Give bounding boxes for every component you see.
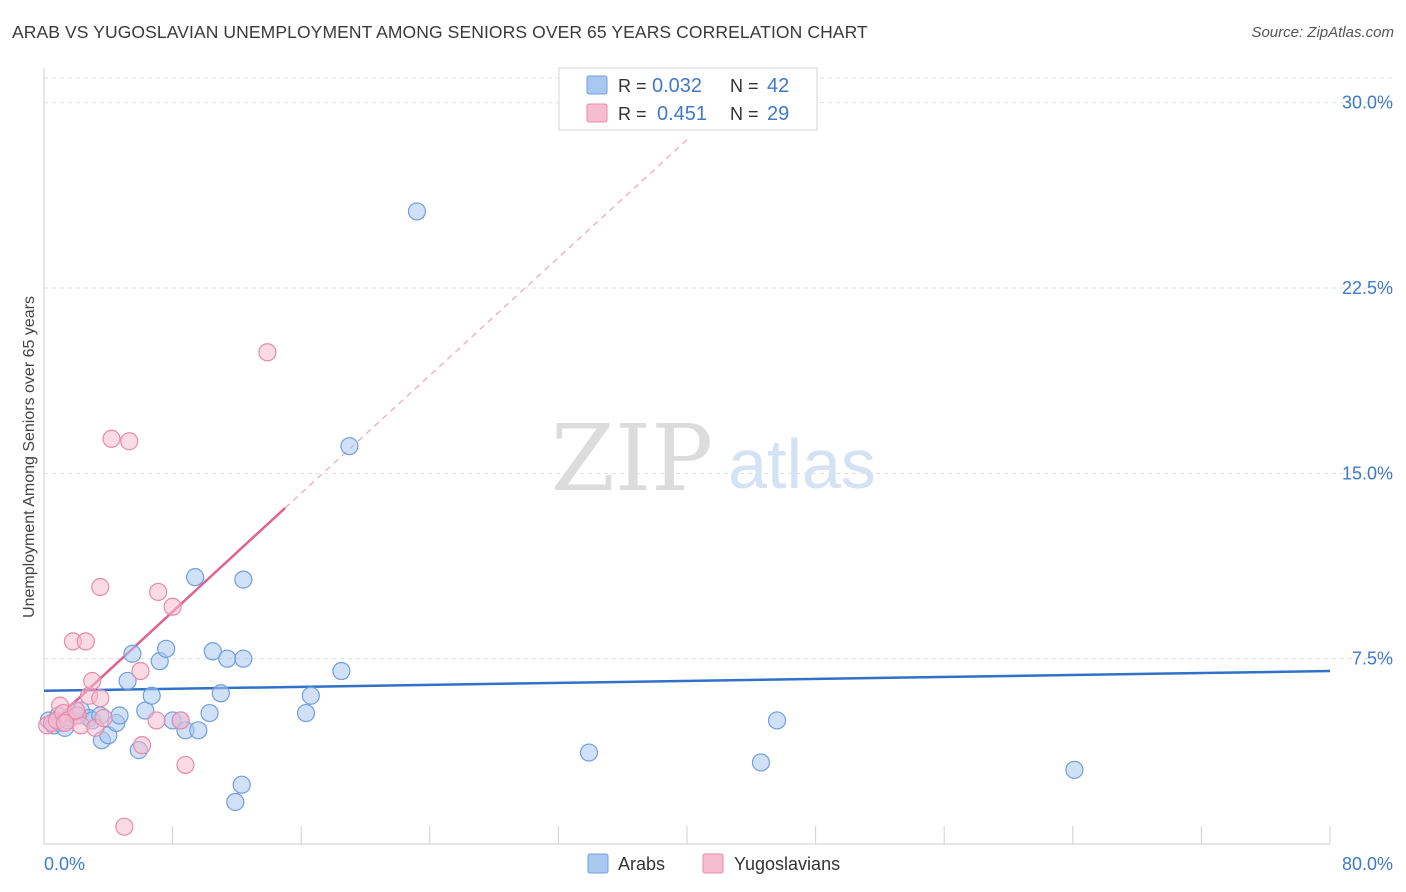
arab-point xyxy=(1065,760,1084,779)
yugo-point xyxy=(67,701,86,720)
yugo-point xyxy=(83,671,102,691)
arab-point xyxy=(203,642,222,661)
bottom-legend: Arabs Yugoslavians xyxy=(587,853,840,874)
yugo-point xyxy=(163,597,182,616)
legend-arabs-r-value: 0.032 xyxy=(652,75,702,97)
yugo-point xyxy=(132,736,152,755)
yugo-point xyxy=(76,632,95,651)
chart-title: ARAB VS YUGOSLAVIAN UNEMPLOYMENT AMONG S… xyxy=(12,22,868,42)
legend-arabs-n-label: N = xyxy=(730,76,759,96)
legend-yugo-swatch xyxy=(586,103,608,123)
arab-point xyxy=(301,686,320,705)
arab-point xyxy=(579,743,599,762)
arab-point xyxy=(200,703,219,723)
watermark-zip: ZIP xyxy=(551,405,713,512)
arab-point xyxy=(186,568,205,587)
arab-point xyxy=(118,671,137,691)
legend-yugo-n-label: N = xyxy=(730,104,759,124)
watermark-atlas: atlas xyxy=(728,425,876,503)
yugo-point xyxy=(149,582,168,602)
arab-point xyxy=(142,686,161,705)
x-tick-label-min: 0.0% xyxy=(44,854,85,874)
bottom-legend-yugo-label: Yugoslavians xyxy=(734,854,840,874)
yugo-point xyxy=(147,711,166,730)
arab-point xyxy=(340,437,359,456)
yugo-point xyxy=(258,343,277,362)
legend-box: R = 0.032 N = 42 R = 0.451 N = 29 xyxy=(558,67,818,131)
x-tick-label-max: 80.0% xyxy=(1342,854,1393,874)
arab-point xyxy=(332,661,351,681)
y-tick-label: 30.0% xyxy=(1342,93,1393,113)
yugo-point xyxy=(131,661,150,681)
legend-arabs-n-value: 42 xyxy=(767,75,789,97)
arab-point xyxy=(751,753,771,772)
watermark: ZIP atlas xyxy=(551,405,876,512)
bottom-legend-arabs-swatch xyxy=(587,853,609,874)
arab-point xyxy=(218,649,237,668)
arab-point xyxy=(234,649,253,668)
bottom-legend-arabs-label: Arabs xyxy=(618,854,665,874)
arab-point xyxy=(232,775,251,794)
arab-point xyxy=(110,706,129,725)
arab-point xyxy=(226,792,245,812)
yugo-point xyxy=(171,711,190,730)
y-tick-label: 22.5% xyxy=(1342,278,1393,298)
yugo-point xyxy=(91,577,110,597)
legend-arabs-r-label: R = xyxy=(618,76,647,96)
yugo-point xyxy=(102,429,121,448)
yugo-point xyxy=(91,689,110,708)
arab-point xyxy=(123,644,142,663)
legend-yugo-r-value: 0.451 xyxy=(657,103,707,125)
y-tick-label: 15.0% xyxy=(1342,463,1393,483)
arab-point xyxy=(189,721,208,740)
bottom-legend-yugo-swatch xyxy=(702,853,724,874)
arab-point xyxy=(296,703,316,723)
y-axis-label: Unemployment Among Seniors over 65 years xyxy=(21,296,38,618)
y-tick-label: 7.5% xyxy=(1352,649,1393,669)
legend-yugo-r-label: R = xyxy=(618,104,647,124)
yugo-point xyxy=(94,708,113,728)
legend-yugo-n-value: 29 xyxy=(767,103,789,125)
axis-layer: 7.5% 15.0% 22.5% 30.0% 0.0% 80.0% xyxy=(43,68,1393,874)
yugo-point xyxy=(176,755,195,775)
yugo-point xyxy=(120,432,139,451)
points-layer xyxy=(38,202,1084,836)
arab-point xyxy=(211,684,230,703)
arab-point xyxy=(157,639,176,658)
yugo-point xyxy=(55,713,74,733)
arab-point xyxy=(767,711,787,730)
arab-point xyxy=(234,570,253,589)
arab-trend-line xyxy=(43,669,1331,693)
yugo-point xyxy=(115,817,134,836)
source-label: Source: ZipAtlas.com xyxy=(1251,24,1394,41)
arab-point xyxy=(407,202,427,221)
legend-arabs-swatch xyxy=(586,75,608,95)
